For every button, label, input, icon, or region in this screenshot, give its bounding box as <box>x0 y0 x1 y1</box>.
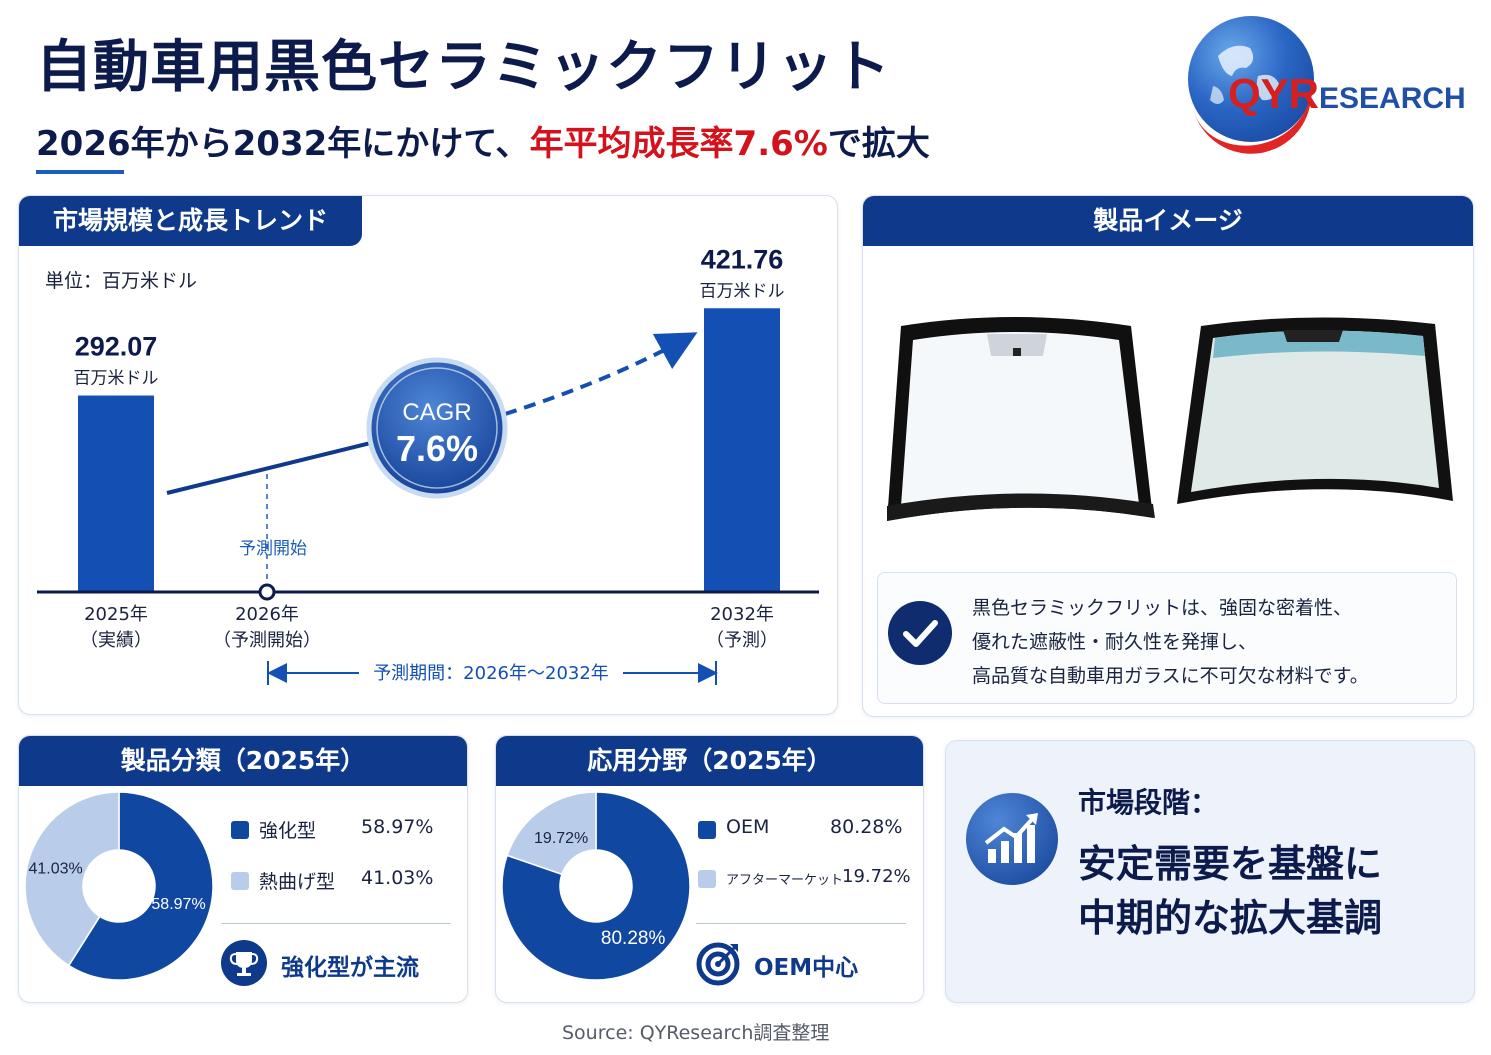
description-line-2: 優れた遮蔽性・耐久性を発揮し、 <box>972 631 1258 653</box>
forecast-period-label: 予測期間：2026年〜2032年 <box>373 663 609 684</box>
legend-value-aftermarket: 19.72% <box>842 866 911 887</box>
logo-qyr: QYR <box>1228 70 1320 117</box>
legend-label-tempered: 強化型 <box>259 820 317 842</box>
bar-2 <box>704 308 780 592</box>
bar-value-label-2: 421.76 <box>701 244 784 274</box>
donut-slice-1 <box>24 791 120 967</box>
subtitle-highlight: 年平均成長率7.6% <box>529 124 828 164</box>
logo-text: QYRESEARCH <box>1228 70 1466 118</box>
legend-swatch-aftermarket <box>698 870 716 888</box>
windshield-illustrations <box>887 317 1453 521</box>
market-stage-line-2: 中期的な拡大基調 <box>1078 896 1383 940</box>
forecast-start-label: 予測開始 <box>239 539 307 559</box>
donut-slice-0 <box>501 791 691 981</box>
product-type-footer: 強化型が主流 <box>281 955 419 981</box>
product-type-donut-chart: 58.97% 41.03% <box>24 791 214 981</box>
windshield-image-right <box>1177 317 1453 504</box>
bar-0 <box>78 395 154 592</box>
growth-chart-icon <box>966 793 1058 885</box>
application-heading: 応用分野（2025年） <box>496 736 923 786</box>
donut-label-0: 58.97% <box>151 896 205 913</box>
title-underline <box>36 170 124 174</box>
application-footer: OEM中心 <box>754 955 859 981</box>
x-tick-note-0: （実績） <box>80 630 152 651</box>
product-description-box: 黒色セラミックフリットは、強固な密着性、 優れた遮蔽性・耐久性を発揮し、 高品質… <box>877 572 1457 704</box>
bar-unit-label-2: 百万米ドル <box>700 281 785 301</box>
product-type-heading: 製品分類（2025年） <box>19 736 467 786</box>
x-tick-note-1: （予測開始） <box>213 630 321 651</box>
legend-divider <box>696 923 906 924</box>
product-type-panel: 製品分類（2025年） 58.97% 41.03% 強化型 58.97% 熱曲げ型… <box>18 735 468 1003</box>
legend-value-oem: 80.28% <box>830 816 903 838</box>
legend-label-bent: 熱曲げ型 <box>259 871 336 893</box>
donut-slice-0 <box>67 791 214 981</box>
x-tick-note-2: （予測） <box>706 630 778 651</box>
bar-value-label-0: 292.07 <box>75 332 158 362</box>
unit-label: 単位：百万米ドル <box>45 270 198 292</box>
forecast-start-marker <box>258 583 276 601</box>
donut-label-0: 80.28% <box>601 928 666 949</box>
legend-label-aftermarket: アフターマーケット <box>726 873 844 888</box>
x-tick-year-2: 2032年 <box>710 604 774 625</box>
legend-value-tempered: 58.97% <box>361 816 434 838</box>
application-donut-chart: 80.28% 19.72% <box>501 791 691 981</box>
legend-value-bent: 41.03% <box>361 867 434 889</box>
trophy-icon <box>221 940 267 986</box>
x-tick-year-1: 2026年 <box>235 604 299 625</box>
page-title: 自動車用黒色セラミックフリット <box>36 35 891 100</box>
legend-swatch-tempered <box>231 821 249 839</box>
donut-slice-1 <box>506 791 597 876</box>
source-note: Source: QYResearch調査整理 <box>562 1022 830 1044</box>
market-size-chart: CAGR 7.6% 予測開始 予測期間：2026年〜2032年 292.07 百万… <box>37 244 819 688</box>
donut-label-1: 41.03% <box>28 861 82 878</box>
page-subtitle: 2026年から2032年にかけて、年平均成長率7.6%で拡大 <box>36 116 930 165</box>
subtitle-suffix: で拡大 <box>827 124 930 164</box>
legend-label-oem: OEM <box>726 816 770 838</box>
trend-line <box>166 436 392 495</box>
target-icon <box>696 940 742 986</box>
donut-label-1: 19.72% <box>534 830 588 847</box>
x-tick-year-0: 2025年 <box>84 604 148 625</box>
globe-logo-icon <box>1188 16 1314 142</box>
windshield-image-left <box>887 317 1155 521</box>
legend-swatch-oem <box>698 821 716 839</box>
subtitle-prefix: 2026年から2032年にかけて、 <box>36 124 530 164</box>
legend-swatch-bent <box>231 872 249 890</box>
check-circle-icon <box>888 601 952 665</box>
application-panel: 応用分野（2025年） 80.28% 19.72% OEM 80.28% アフター… <box>495 735 924 1003</box>
description-line-1: 黒色セラミックフリットは、強固な密着性、 <box>972 597 1353 619</box>
cagr-value: 7.6% <box>396 428 478 469</box>
bar-unit-label-0: 百万米ドル <box>74 369 159 389</box>
cagr-badge <box>366 357 508 499</box>
description-line-3: 高品質な自動車用ガラスに不可欠な材料です。 <box>972 665 1369 687</box>
market-stage-panel: 市場段階： 安定需要を基盤に 中期的な拡大基調 <box>945 740 1475 1003</box>
market-stage-line-1: 安定需要を基盤に <box>1078 842 1383 886</box>
market-panel-heading: 市場規模と成長トレンド <box>19 196 363 246</box>
market-stage-label: 市場段階： <box>1078 786 1219 819</box>
cagr-label: CAGR <box>402 399 471 426</box>
logo-esearch: ESEARCH <box>1319 82 1466 115</box>
forecast-dashed-arrow <box>504 332 698 416</box>
product-panel-heading: 製品イメージ <box>863 196 1473 246</box>
legend-divider <box>221 923 451 924</box>
market-size-panel: 市場規模と成長トレンド 単位：百万米ドル CAGR 7.6% 予測開始 <box>18 195 838 715</box>
product-image-panel: 製品イメージ 黒色セラミックフリットは、強固な密着性、 優れた遮蔽性・耐久性を発… <box>862 195 1474 717</box>
